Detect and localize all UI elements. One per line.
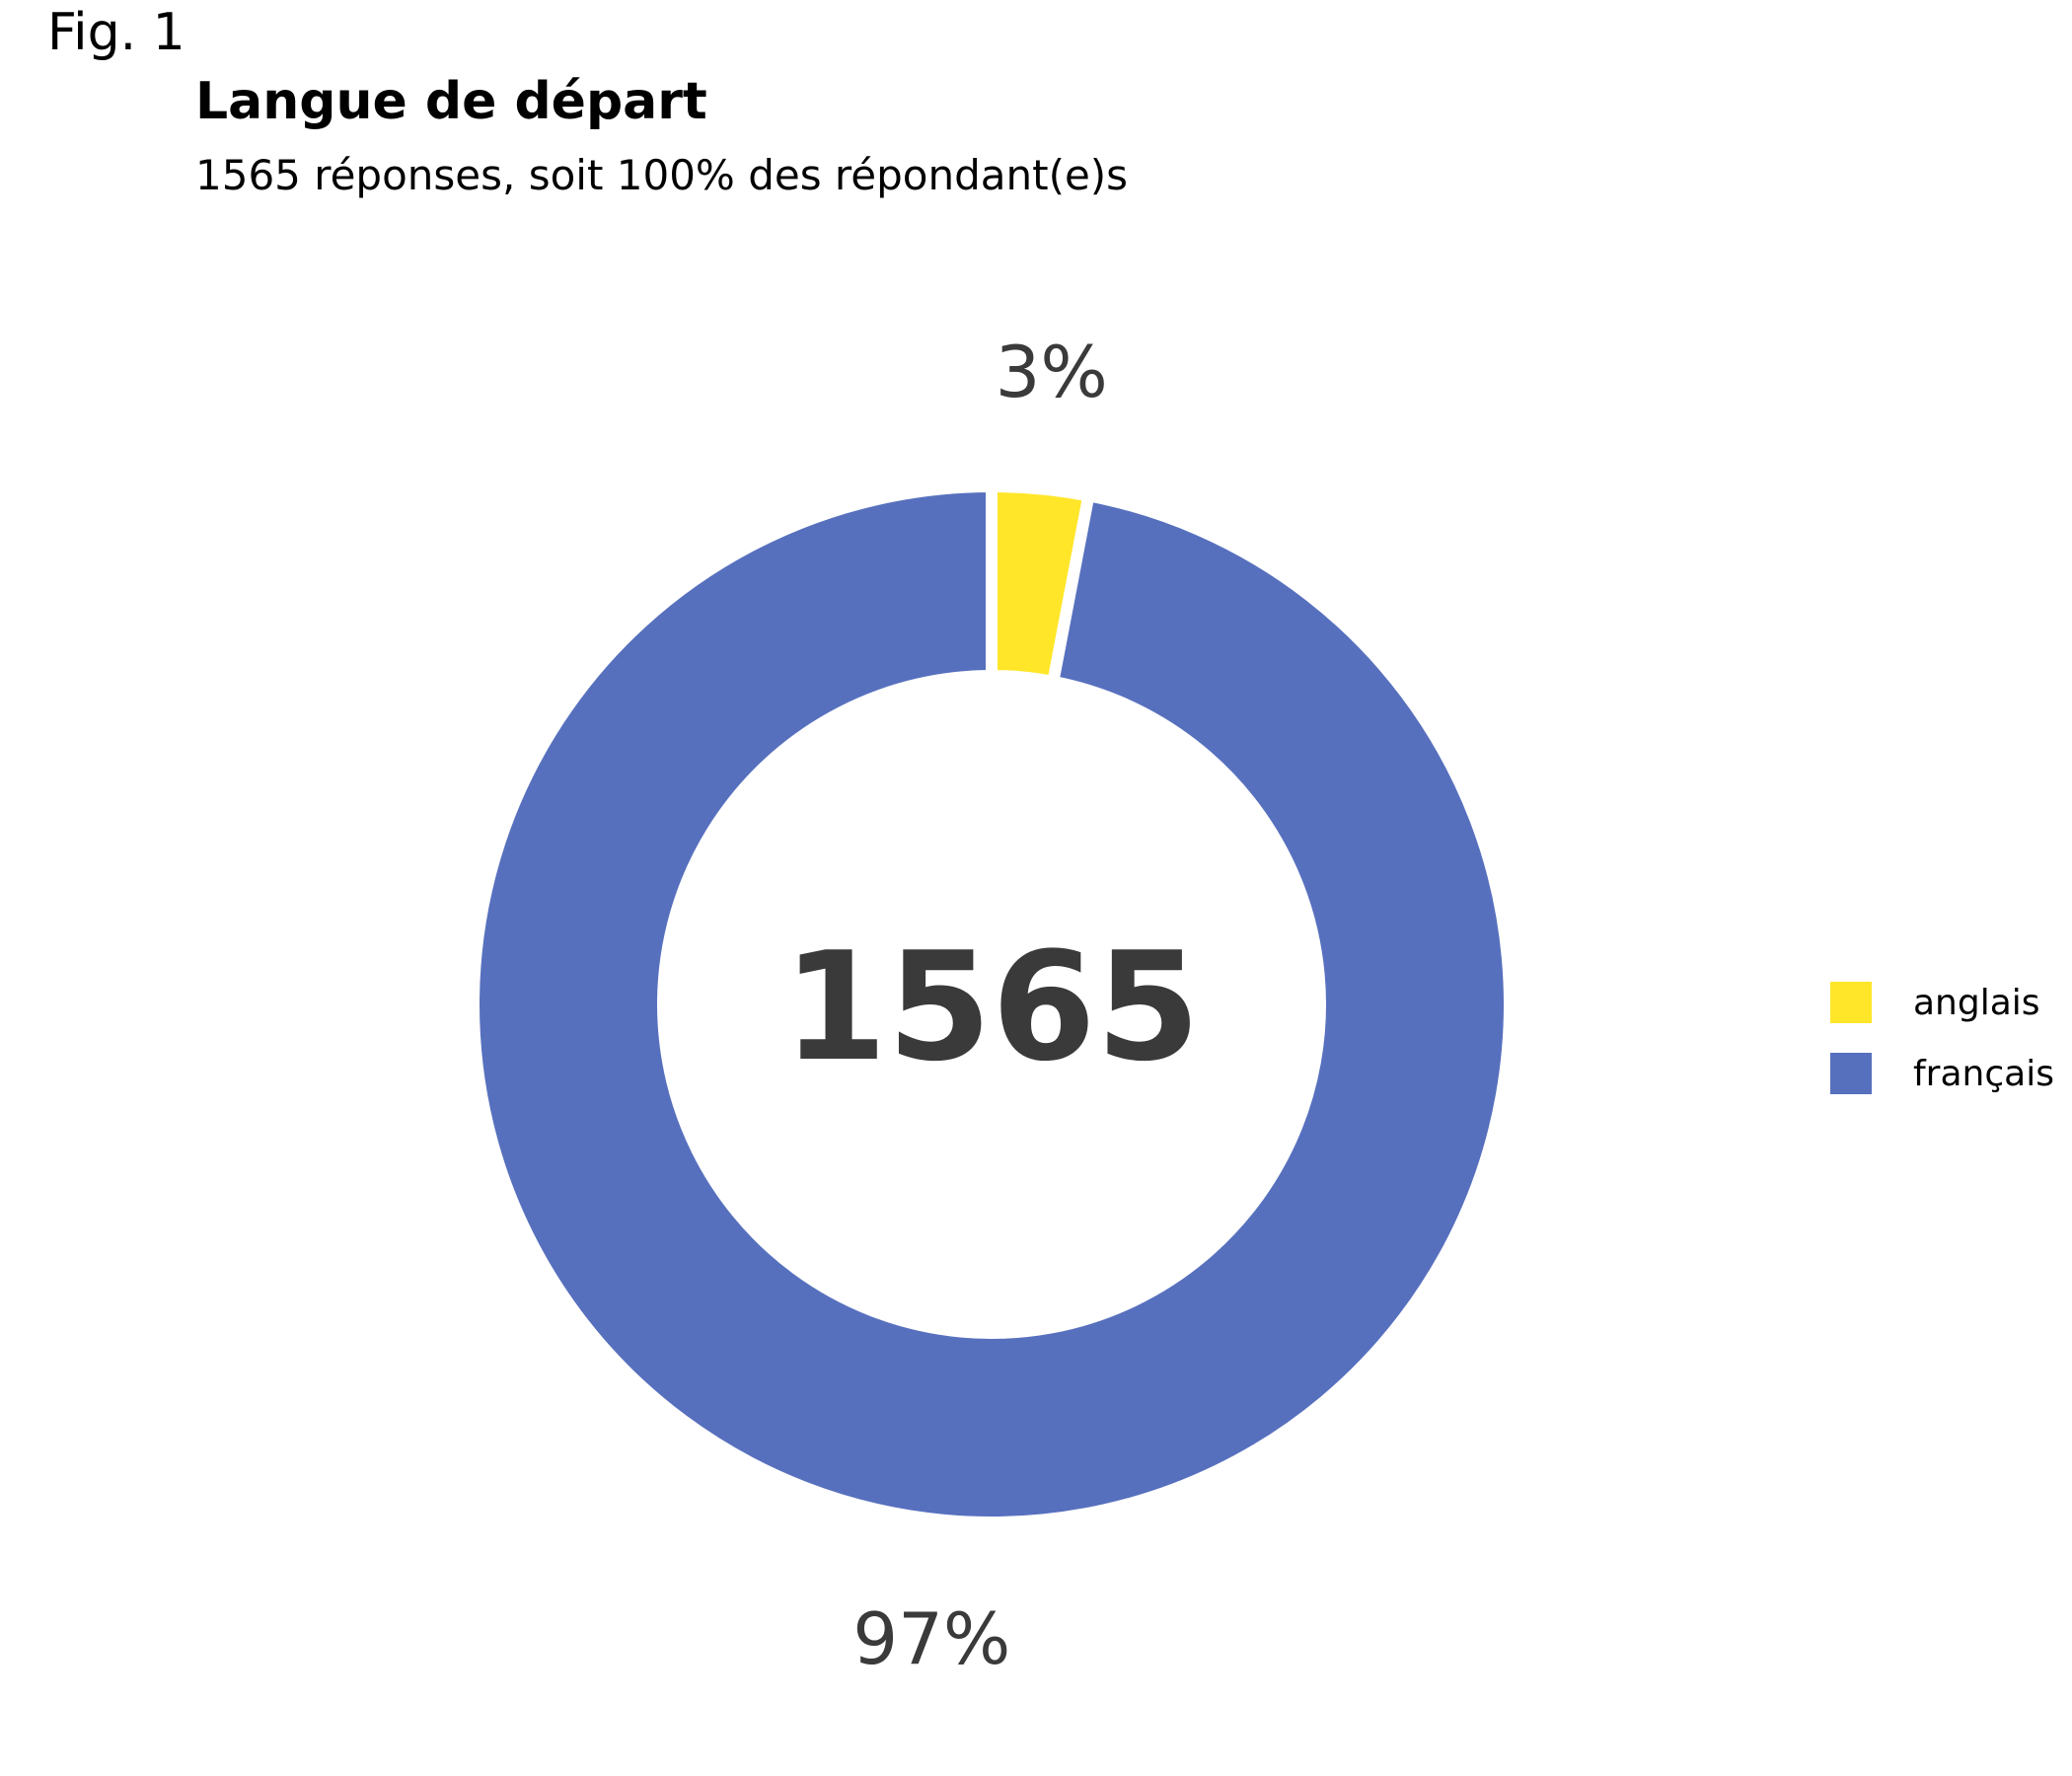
center-total-label: 1565 (782, 920, 1200, 1094)
value-label-1: 97% (852, 1597, 1010, 1680)
figure-label: Fig. 1 (47, 3, 185, 62)
donut-slices (468, 480, 1517, 1528)
chart-title: Langue de départ (195, 72, 707, 131)
donut-slice-francais (468, 480, 1517, 1528)
legend-swatch-0 (1830, 982, 1872, 1023)
legend: anglais français (1830, 982, 2054, 1094)
legend-label-0: anglais (1913, 983, 2040, 1023)
chart-subtitle: 1565 réponses, soit 100% des répondant(e… (195, 151, 1128, 199)
value-label-0: 3% (996, 331, 1108, 413)
legend-swatch-1 (1830, 1053, 1872, 1094)
legend-label-1: français (1913, 1054, 2054, 1094)
value-labels: 3% 97% (852, 331, 1108, 1680)
